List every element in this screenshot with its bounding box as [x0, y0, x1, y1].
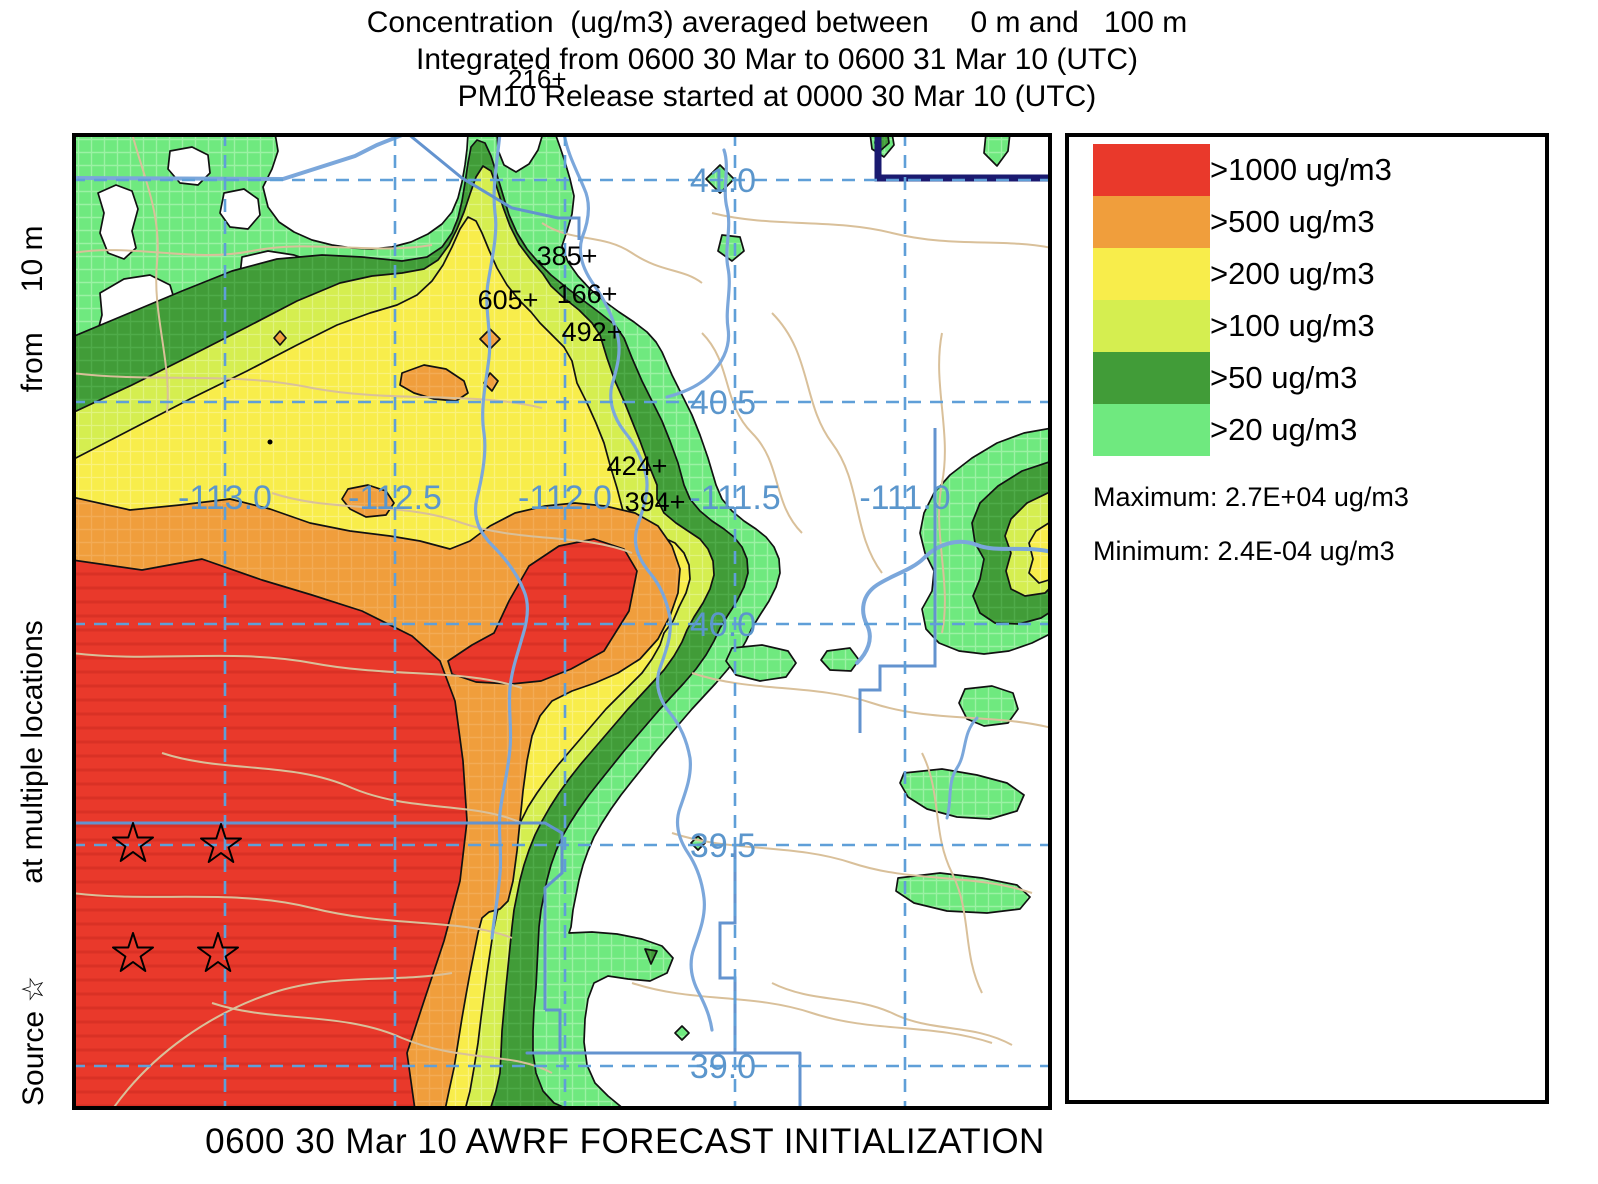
contour-bands: [74, 135, 1050, 1108]
county-line: [525, 1008, 802, 1108]
legend-label: >50 ug/m3: [1210, 360, 1358, 395]
green-blob: [674, 1025, 690, 1041]
lon-label: -113.0: [178, 479, 272, 517]
legend-row: >1000 ug/m3: [1093, 144, 1545, 196]
legend-row: >200 ug/m3: [1093, 248, 1545, 300]
river: [665, 148, 731, 399]
roads: [74, 135, 1050, 1108]
green-blob: [820, 647, 860, 672]
river: [74, 135, 408, 182]
contour-gt1000-red: [74, 558, 468, 1108]
title-block: Concentration (ug/m3) averaged between 0…: [0, 4, 1554, 115]
county-line: [858, 428, 937, 733]
legend-label: >1000 ug/m3: [1210, 152, 1392, 187]
station-labels: 385+ 605+ 166+ 492+ 424+ 394+: [478, 241, 686, 517]
county-boundaries: [74, 135, 937, 1108]
y-axis-label: Source ☆ at multiple locations from 10 m: [8, 133, 58, 1110]
river: [945, 716, 979, 820]
legend-label: >100 ug/m3: [1210, 308, 1375, 343]
y-axis-source-text: Source ☆: [16, 975, 50, 1106]
legend-row: >100 ug/m3: [1093, 300, 1545, 352]
county-line: [74, 821, 564, 1010]
rivers: [74, 135, 1050, 1032]
legend-swatch-gt1000: [1093, 144, 1210, 196]
legend-label: >200 ug/m3: [1210, 256, 1375, 291]
legend-swatch-gt20: [1093, 404, 1210, 456]
station-label: 605+: [478, 285, 539, 315]
green-blob: [717, 234, 745, 262]
state-boundary: [874, 135, 1050, 182]
legend-minimum: Minimum: 2.4E-04 ug/m3: [1093, 536, 1395, 566]
orange-blob: [273, 330, 287, 346]
white-hole: [97, 184, 139, 260]
lat-label: 39.5: [690, 827, 756, 865]
latlon-grid: [74, 135, 1050, 1108]
river: [855, 539, 1050, 665]
river: [562, 135, 714, 1032]
lon-label: -112.0: [518, 479, 612, 517]
green-blob: [983, 135, 1011, 167]
y-axis-height-text: 10 m: [16, 225, 49, 293]
forecast-caption: 0600 30 Mar 10 AWRF FORECAST INITIALIZAT…: [205, 1122, 1045, 1161]
lat-label: 41.0: [690, 162, 756, 200]
legend-row: >20 ug/m3: [1093, 404, 1545, 456]
legend-label: >500 ug/m3: [1210, 204, 1375, 239]
point-marker: [267, 439, 273, 445]
legend-maximum: Maximum: 2.7E+04 ug/m3: [1093, 482, 1409, 512]
title-line-2: Integrated from 0600 30 Mar to 0600 31 M…: [415, 43, 1139, 76]
legend-swatch-gt50: [1093, 352, 1210, 404]
green-blob: [725, 644, 797, 682]
lon-label: -111.5: [689, 479, 780, 517]
legend-row: >500 ug/m3: [1093, 196, 1545, 248]
lat-label: 39.0: [690, 1048, 756, 1086]
y-axis-from-text: from: [16, 332, 49, 393]
legend-panel: >1000 ug/m3 >500 ug/m3 >200 ug/m3 >100 u…: [1065, 133, 1549, 1104]
station-label: 166+: [557, 279, 618, 309]
legend-label: >20 ug/m3: [1210, 412, 1358, 447]
station-label: 492+: [562, 317, 623, 347]
contour-gt1000-red-tongue: [447, 538, 638, 685]
map-border: [72, 133, 1052, 1110]
title-line-3: PM10 Release started at 0000 30 Mar 10 (…: [457, 80, 1097, 113]
county-line: [407, 135, 581, 240]
legend-swatch-gt500: [1093, 196, 1210, 248]
green-blob: [958, 685, 1019, 727]
station-label: 385+: [537, 241, 598, 271]
lon-label: -111.0: [859, 479, 950, 517]
lat-label: 40.5: [690, 384, 756, 422]
white-hole: [219, 188, 261, 230]
legend-row: >50 ug/m3: [1093, 352, 1545, 404]
station-label: 424+: [607, 451, 668, 481]
grid-labels: 41.0 40.5 40.0 39.5 39.0 -113.0 -112.5 -…: [178, 162, 951, 1086]
station-label: 394+: [625, 487, 686, 517]
legend-entries: >1000 ug/m3 >500 ug/m3 >200 ug/m3 >100 u…: [1093, 144, 1545, 456]
river: [473, 135, 529, 940]
title-line-1: Concentration (ug/m3) averaged between 0…: [366, 6, 1188, 39]
lat-label: 40.0: [690, 606, 756, 644]
y-axis-locations-text: at multiple locations: [16, 620, 49, 884]
lon-label: -112.5: [348, 479, 442, 517]
legend-swatch-gt200: [1093, 248, 1210, 300]
legend-swatch-gt100: [1093, 300, 1210, 352]
orange-blob: [399, 364, 469, 402]
station-label-216: 216+: [508, 64, 567, 94]
concentration-map: 41.0 40.5 40.0 39.5 39.0 -113.0 -112.5 -…: [72, 133, 1052, 1110]
green-blob: [895, 872, 1031, 914]
green-blob-inner: [644, 948, 658, 965]
